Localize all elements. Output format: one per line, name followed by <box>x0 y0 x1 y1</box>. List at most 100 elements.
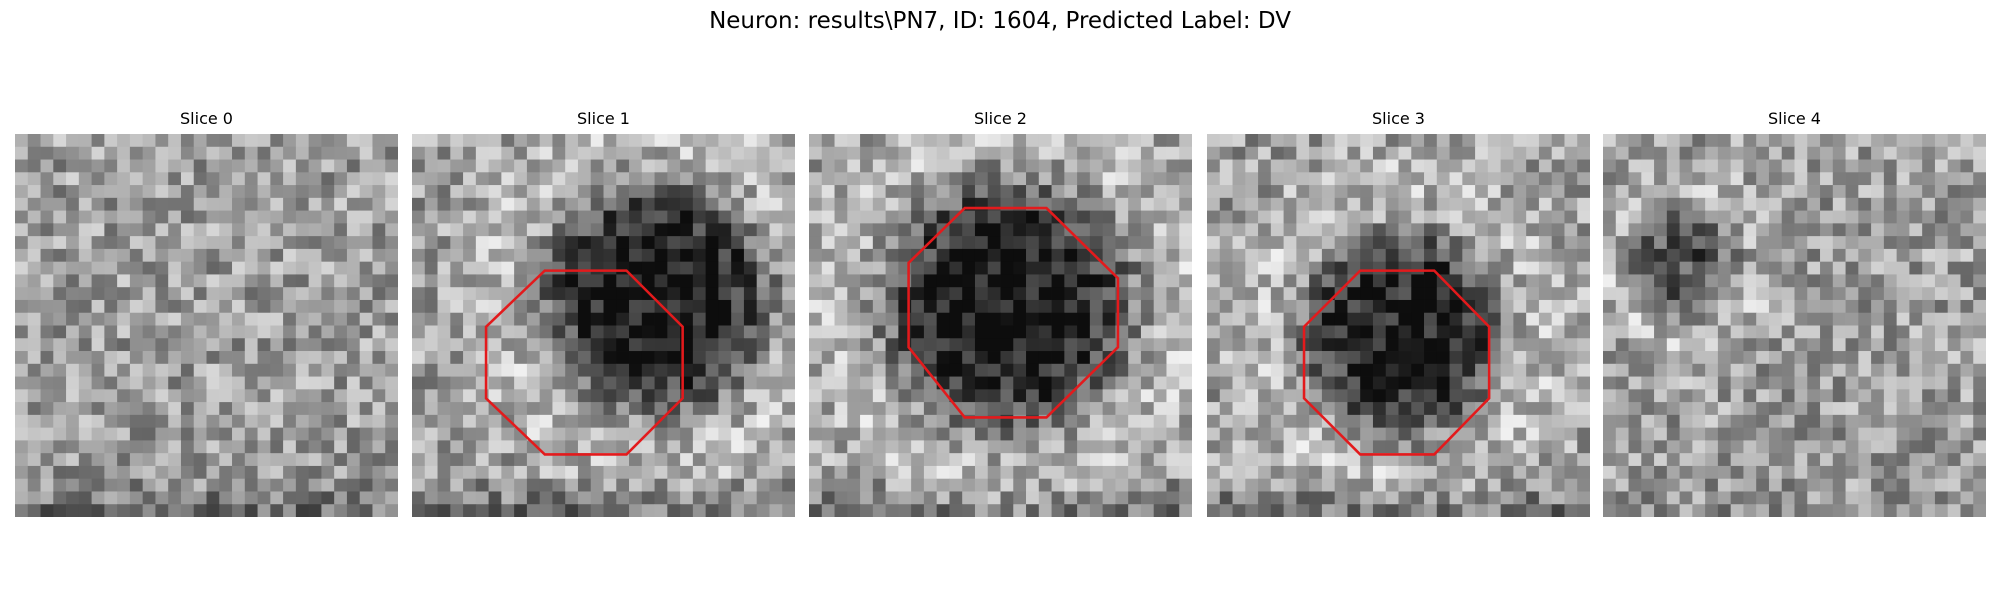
pixel <box>526 146 541 160</box>
pixel <box>463 159 477 173</box>
pixel <box>590 440 604 454</box>
pixel <box>475 299 489 314</box>
pixel <box>1296 274 1310 288</box>
pixel <box>898 363 912 377</box>
pixel <box>346 325 361 339</box>
pixel <box>104 504 118 517</box>
pixel <box>78 491 92 505</box>
pixel <box>1641 376 1655 390</box>
pixel <box>834 414 848 429</box>
pixel <box>1115 478 1129 492</box>
pixel <box>872 351 886 365</box>
pixel <box>295 261 310 275</box>
pixel <box>1372 185 1387 199</box>
pixel <box>1513 223 1527 237</box>
pixel <box>743 389 758 403</box>
pixel <box>514 312 528 326</box>
pixel <box>117 172 131 186</box>
pixel <box>616 338 630 352</box>
pixel <box>1909 223 1923 237</box>
pixel <box>1615 172 1629 186</box>
pixel <box>1679 146 1693 160</box>
pixel <box>514 453 528 467</box>
pixel <box>514 504 528 517</box>
pixel <box>1500 465 1514 480</box>
pixel <box>1153 261 1167 275</box>
pixel <box>1845 491 1859 505</box>
pixel <box>743 491 758 505</box>
pixel <box>1051 389 1065 403</box>
pixel <box>1219 172 1233 186</box>
pixel <box>1526 134 1540 148</box>
pixel <box>1692 325 1706 339</box>
pixel <box>1858 351 1872 365</box>
pixel <box>1871 185 1885 199</box>
pixel <box>1768 478 1783 492</box>
pixel <box>142 185 156 199</box>
pixel <box>40 504 54 517</box>
pixel <box>117 453 131 467</box>
pixel <box>488 414 502 429</box>
pixel <box>769 504 783 517</box>
pixel <box>1179 274 1192 288</box>
pixel <box>718 465 732 480</box>
pixel <box>219 440 233 454</box>
pixel <box>821 376 835 390</box>
pixel <box>809 465 823 480</box>
pixel <box>129 274 144 288</box>
pixel <box>911 287 925 301</box>
pixel <box>1922 351 1936 365</box>
pixel <box>270 210 284 224</box>
pixel <box>731 376 745 390</box>
pixel <box>1947 248 1961 263</box>
pixel <box>1960 210 1974 224</box>
pixel <box>1283 351 1297 365</box>
pixel <box>180 478 195 492</box>
pixel <box>1309 248 1323 263</box>
pixel <box>27 402 41 416</box>
pixel <box>334 338 348 352</box>
pixel <box>1705 338 1719 352</box>
pixel <box>1270 312 1284 326</box>
pixel <box>372 172 386 186</box>
pixel <box>654 185 668 199</box>
pixel <box>1270 389 1284 403</box>
pixel <box>117 248 131 263</box>
pixel <box>923 287 938 301</box>
pixel <box>1641 261 1655 275</box>
pixel <box>1577 299 1590 314</box>
pixel <box>1922 465 1936 480</box>
pixel <box>1128 159 1142 173</box>
pixel <box>1360 440 1374 454</box>
pixel <box>1462 427 1476 441</box>
pixel <box>1666 414 1680 429</box>
pixel <box>142 478 156 492</box>
pixel <box>1820 504 1834 517</box>
pixel <box>1102 453 1116 467</box>
pixel <box>718 491 732 505</box>
pixel <box>257 185 271 199</box>
pixel <box>1641 274 1655 288</box>
pixel <box>283 325 297 339</box>
pixel <box>539 376 553 390</box>
pixel <box>104 146 118 160</box>
pixel <box>590 453 604 467</box>
pixel <box>1296 185 1310 199</box>
pixel <box>590 185 604 199</box>
pixel <box>1934 427 1949 441</box>
pixel <box>1411 491 1425 505</box>
panel-title: Slice 1 <box>577 109 630 128</box>
pixel <box>1153 146 1167 160</box>
pixel <box>565 185 579 199</box>
pixel <box>654 465 668 480</box>
pixel <box>257 223 271 237</box>
pixel <box>539 504 553 517</box>
pixel <box>1064 146 1078 160</box>
pixel <box>91 236 105 250</box>
pixel <box>129 478 144 492</box>
pixel <box>40 236 54 250</box>
pixel <box>1115 427 1129 441</box>
pixel <box>257 465 271 480</box>
pixel <box>1551 248 1565 263</box>
pixel <box>40 491 54 505</box>
